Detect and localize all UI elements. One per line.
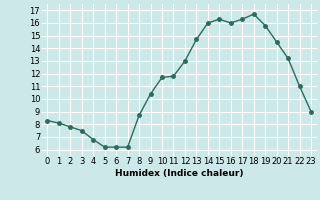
- X-axis label: Humidex (Indice chaleur): Humidex (Indice chaleur): [115, 169, 244, 178]
